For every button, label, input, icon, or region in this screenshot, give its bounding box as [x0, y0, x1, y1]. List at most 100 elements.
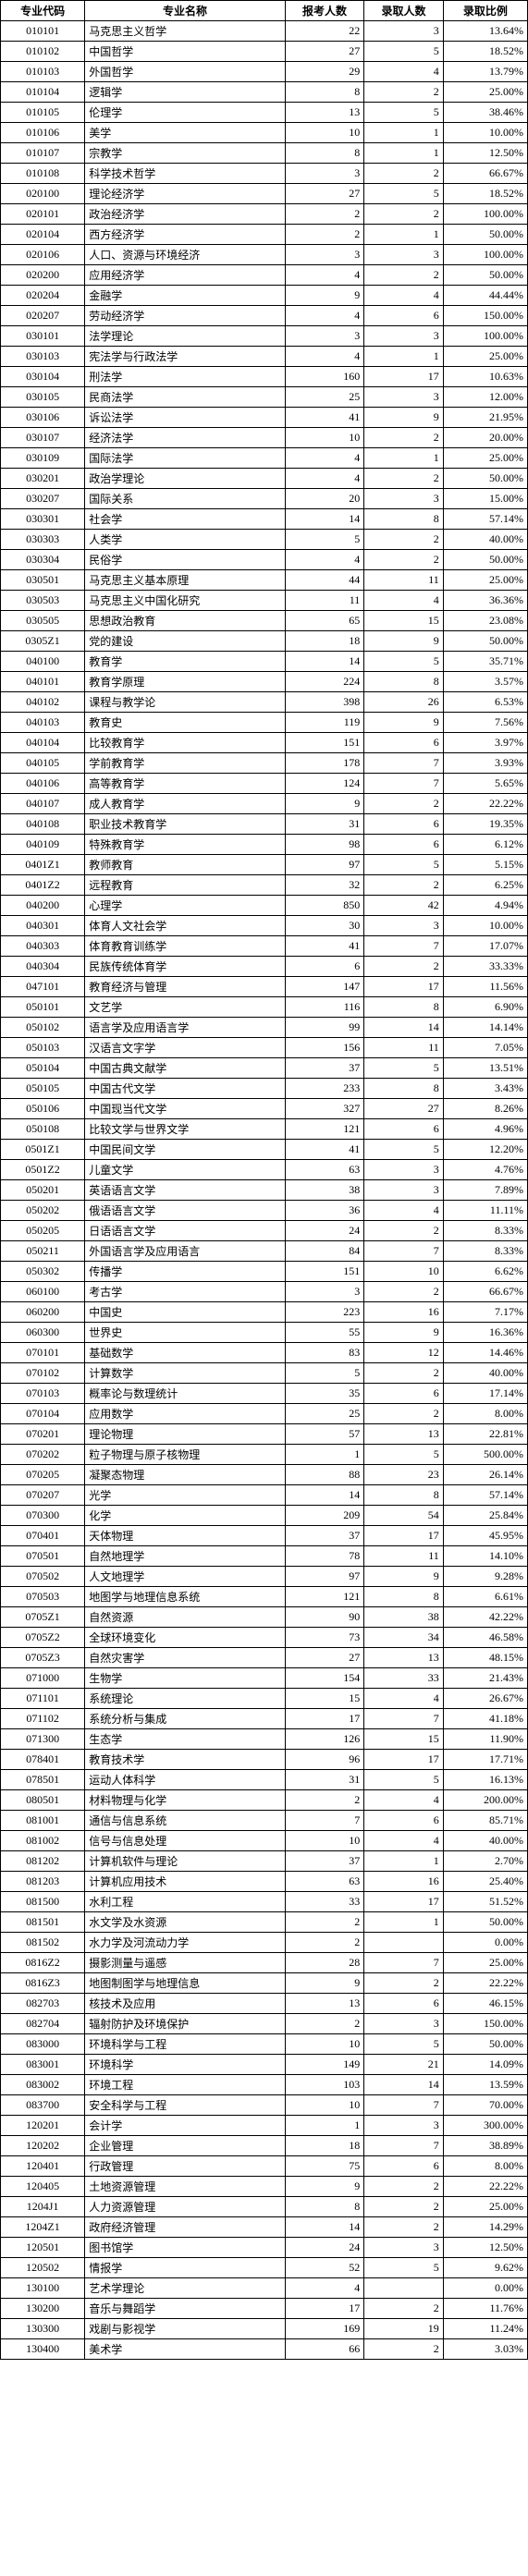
cell: 8: [364, 1485, 444, 1506]
cell: 24: [285, 1221, 364, 1241]
cell: 10.00%: [443, 123, 527, 143]
table-row: 020100理论经济学27518.52%: [1, 184, 528, 204]
cell: 马克思主义中国化研究: [85, 591, 286, 611]
cell: 18.52%: [443, 184, 527, 204]
cell: 6: [364, 1119, 444, 1140]
cell: 13: [285, 103, 364, 123]
cell: 66.67%: [443, 164, 527, 184]
cell: 020204: [1, 286, 85, 306]
cell: 99: [285, 1018, 364, 1038]
cell: 3: [364, 2238, 444, 2258]
cell: 2: [364, 469, 444, 489]
cell: 摄影测量与遥感: [85, 1953, 286, 1973]
cell: 计算数学: [85, 1363, 286, 1384]
cell: 1: [364, 225, 444, 245]
cell: 75: [285, 2156, 364, 2177]
cell: 050106: [1, 1099, 85, 1119]
table-row: 070207光学14857.14%: [1, 1485, 528, 1506]
cell: 3.57%: [443, 672, 527, 692]
cell: 150.00%: [443, 2014, 527, 2034]
cell: 6.61%: [443, 1587, 527, 1607]
cell: 英语语言文学: [85, 1180, 286, 1201]
cell: 6: [364, 1994, 444, 2014]
cell: 8: [364, 997, 444, 1018]
cell: 32: [285, 875, 364, 896]
cell: 178: [285, 753, 364, 774]
col-header-applicants: 报考人数: [285, 1, 364, 21]
cell: 27: [285, 42, 364, 62]
cell: 223: [285, 1302, 364, 1323]
table-row: 083001环境科学1492114.09%: [1, 2055, 528, 2075]
cell: 政治经济学: [85, 204, 286, 225]
cell: 040105: [1, 753, 85, 774]
cell: 9: [364, 1323, 444, 1343]
cell: 宗教学: [85, 143, 286, 164]
cell: 科学技术哲学: [85, 164, 286, 184]
cell: 1: [285, 1445, 364, 1465]
cell: 030303: [1, 530, 85, 550]
cell: 2: [285, 1933, 364, 1953]
cell: 9.28%: [443, 1567, 527, 1587]
cell: 理论经济学: [85, 184, 286, 204]
cell: 31: [285, 814, 364, 835]
cell: 17: [285, 1709, 364, 1729]
cell: 070502: [1, 1567, 85, 1587]
cell: 20.00%: [443, 428, 527, 448]
cell: 行政管理: [85, 2156, 286, 2177]
cell: 7: [364, 1709, 444, 1729]
cell: 3.43%: [443, 1079, 527, 1099]
cell: 7: [285, 1811, 364, 1831]
cell: 政治学理论: [85, 469, 286, 489]
table-row: 030304民俗学4250.00%: [1, 550, 528, 570]
cell: 020101: [1, 204, 85, 225]
cell: 17.07%: [443, 936, 527, 957]
cell: 2: [364, 2217, 444, 2238]
table-row: 082703核技术及应用13646.15%: [1, 1994, 528, 2014]
cell: 66: [285, 2339, 364, 2360]
cell: 083002: [1, 2075, 85, 2095]
cell: 44: [285, 570, 364, 591]
cell: 169: [285, 2319, 364, 2339]
cell: 14: [364, 2075, 444, 2095]
cell: 职业技术教育学: [85, 814, 286, 835]
cell: 200.00%: [443, 1790, 527, 1811]
cell: 5: [364, 184, 444, 204]
cell: 7: [364, 2095, 444, 2116]
cell: 材料物理与化学: [85, 1790, 286, 1811]
cell: 计算机应用技术: [85, 1872, 286, 1892]
cell: 11.56%: [443, 977, 527, 997]
cell: 060200: [1, 1302, 85, 1323]
cell: 民商法学: [85, 387, 286, 408]
table-row: 083700安全科学与工程10770.00%: [1, 2095, 528, 2116]
cell: 16: [364, 1302, 444, 1323]
cell: 050105: [1, 1079, 85, 1099]
cell: 体育人文社会学: [85, 916, 286, 936]
cell: 081202: [1, 1851, 85, 1872]
cell: 030301: [1, 509, 85, 530]
cell: 25.00%: [443, 2197, 527, 2217]
cell: 2: [364, 1404, 444, 1424]
cell: 1: [364, 347, 444, 367]
cell: 12: [364, 1343, 444, 1363]
cell: 14.29%: [443, 2217, 527, 2238]
cell: 50.00%: [443, 550, 527, 570]
cell: 22.22%: [443, 2177, 527, 2197]
cell: 基础数学: [85, 1343, 286, 1363]
cell: 10: [285, 428, 364, 448]
cell: 44.44%: [443, 286, 527, 306]
cell: 010107: [1, 143, 85, 164]
cell: 5: [364, 2258, 444, 2278]
cell: 18.52%: [443, 42, 527, 62]
cell: 14: [285, 509, 364, 530]
cell: 2: [364, 530, 444, 550]
cell: 050211: [1, 1241, 85, 1262]
cell: 65: [285, 611, 364, 631]
cell: 理论物理: [85, 1424, 286, 1445]
cell: 2: [285, 204, 364, 225]
cell: 030103: [1, 347, 85, 367]
cell: 9: [364, 1567, 444, 1587]
cell: 25.00%: [443, 347, 527, 367]
cell: 082704: [1, 2014, 85, 2034]
cell: 4: [364, 62, 444, 82]
cell: 45.95%: [443, 1526, 527, 1546]
